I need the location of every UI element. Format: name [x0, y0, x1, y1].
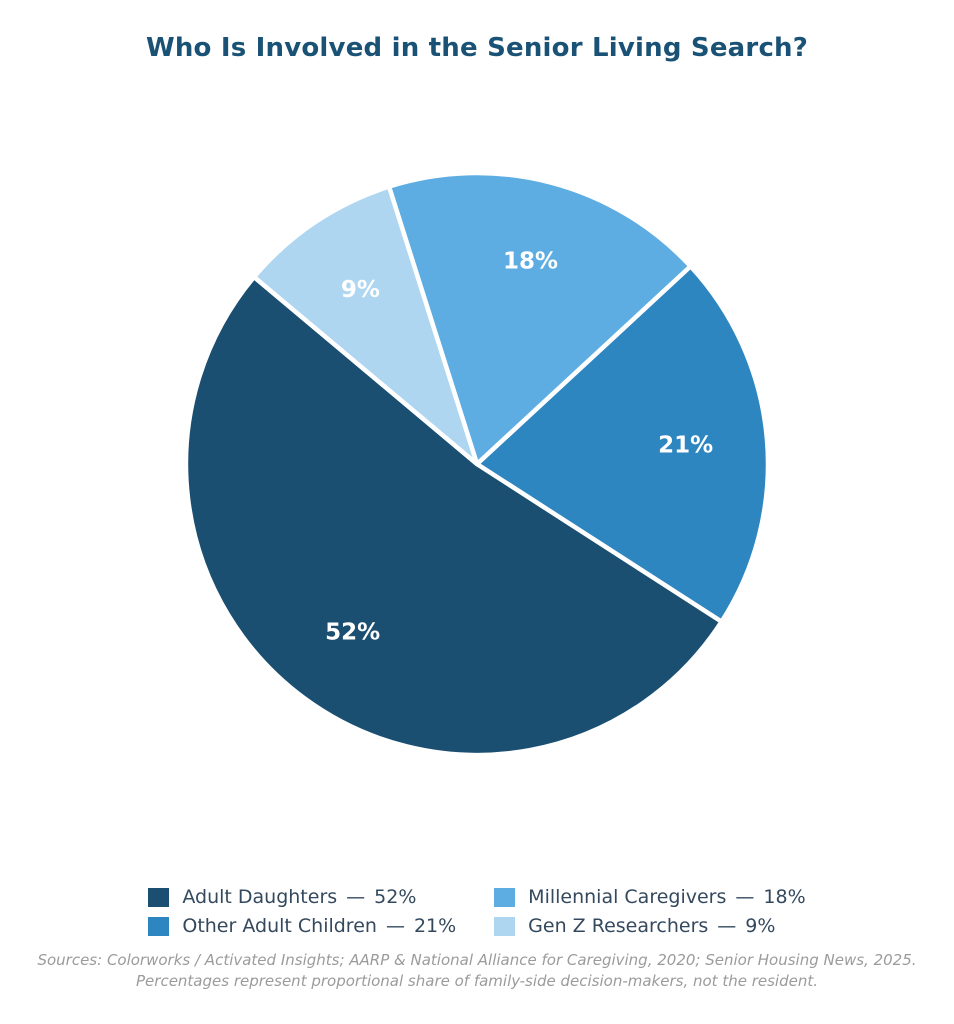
- legend-value: 18%: [763, 886, 806, 908]
- legend-item-gen-z-researchers: Gen Z Researchers — 9%: [494, 915, 805, 937]
- pie-slice-label-adult-daughters: 52%: [325, 620, 380, 646]
- legend-label: Gen Z Researchers: [528, 915, 709, 937]
- legend-swatch-adult-daughters: [148, 887, 170, 907]
- legend-swatch-other-adult-children: [148, 916, 170, 936]
- legend-value: 9%: [745, 915, 776, 937]
- legend-label: Millennial Caregivers: [528, 886, 727, 908]
- legend-separator: —: [717, 915, 737, 937]
- footnote: Sources: Colorworks / Activated Insights…: [0, 950, 954, 992]
- legend-item-millennial-caregivers: Millennial Caregivers — 18%: [494, 886, 806, 908]
- pie-slice-label-other-adult-children: 21%: [658, 433, 713, 459]
- legend-separator: —: [385, 915, 405, 937]
- legend-item-other-adult-children: Other Adult Children — 21%: [148, 915, 456, 937]
- pie-slice-adult-daughters: [183, 274, 724, 758]
- legend-value: 21%: [413, 915, 457, 937]
- legend: Adult Daughters — 52% Other Adult Children —…: [0, 886, 954, 937]
- legend-value: 52%: [374, 886, 417, 908]
- legend-label: Other Adult Children: [182, 915, 377, 937]
- pie-slice-gen-z-researchers: [251, 184, 480, 467]
- chart-title: Who Is Involved in the Senior Living Sea…: [145, 33, 809, 63]
- legend-label: Adult Daughters: [182, 886, 338, 908]
- footnote-line-2: Percentages represent proportional share…: [136, 972, 818, 990]
- legend-item-adult-daughters: Adult Daughters — 52%: [148, 886, 456, 908]
- pie-slice-label-millennial-caregivers: 18%: [503, 248, 558, 274]
- footnote-line-1: Sources: Colorworks / Activated Insights…: [37, 951, 917, 969]
- legend-separator: —: [346, 886, 366, 908]
- legend-separator: —: [735, 886, 755, 908]
- pie-slice-label-gen-z-researchers: 9%: [341, 277, 380, 303]
- pie-slice-other-adult-children: [474, 264, 771, 624]
- legend-swatch-gen-z-researchers: [494, 916, 516, 936]
- legend-swatch-millennial-caregivers: [494, 887, 516, 907]
- pie-slice-millennial-caregivers: [386, 170, 693, 467]
- legend-grid: Adult Daughters — 52% Other Adult Children —…: [148, 886, 806, 937]
